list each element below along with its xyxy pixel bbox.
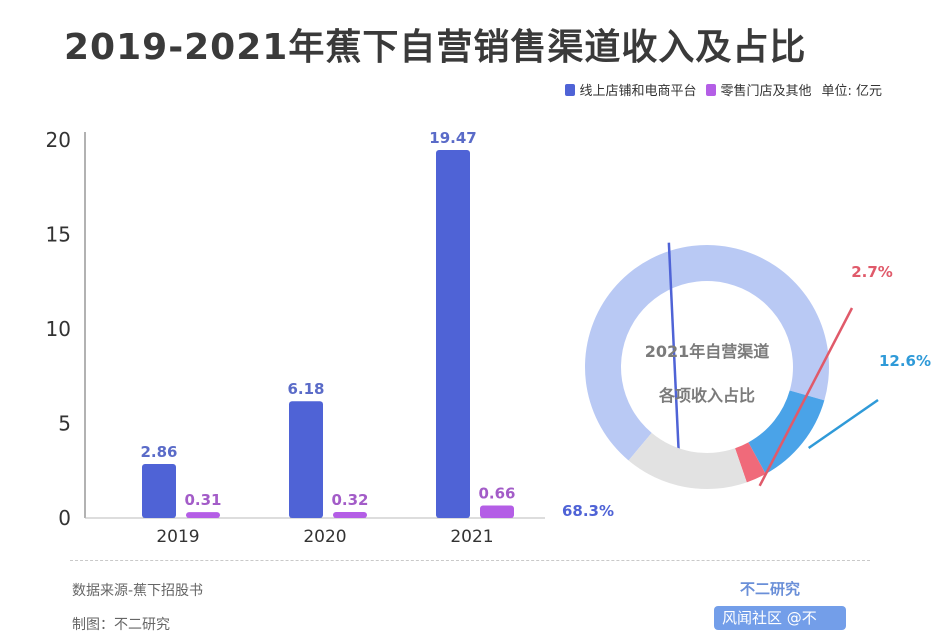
legend-item-online: 线上店铺和电商平台 [565, 80, 696, 99]
donut-slice [585, 244, 829, 461]
bar-online [289, 401, 323, 518]
y-tick-label: 15 [46, 223, 71, 247]
data-label: 0.32 [331, 491, 368, 509]
donut-center-text: 2021年自营渠道 [645, 342, 770, 361]
chart-title: 2019-2021年蕉下自营销售渠道收入及占比 [64, 27, 807, 68]
data-label: 0.31 [184, 491, 221, 509]
legend-label-retail: 零售门店及其他 [720, 84, 812, 99]
x-tick-label: 2019 [156, 527, 199, 547]
y-tick-label: 20 [46, 128, 71, 152]
bar-retail [186, 512, 220, 518]
footer-divider [70, 560, 870, 561]
donut-center-text: 各项收入占比 [658, 386, 755, 405]
legend-swatch-online [565, 83, 576, 96]
slice-label: 2.7% [851, 263, 893, 281]
leader-line [807, 398, 879, 450]
x-tick-label: 2021 [450, 527, 493, 547]
legend-label-online: 线上店铺和电商平台 [579, 84, 697, 99]
y-tick-label: 10 [46, 317, 71, 341]
data-label: 0.66 [478, 485, 515, 503]
bar-chart: 0 5 10 15 20 2019 2.86 0.31 2020 6.18 0.32 2021 19.4… [46, 128, 545, 547]
data-label: 2.86 [140, 443, 177, 461]
bar-online [142, 463, 176, 518]
legend: 线上店铺和电商平台 零售门店及其他 单位: 亿元 [565, 80, 882, 99]
slice-label: 68.3% [562, 502, 614, 520]
donut-slice [735, 442, 766, 483]
donut-slice [628, 432, 747, 489]
brand-logo-text: 不二研究 [740, 580, 801, 598]
leader-line [667, 242, 682, 481]
x-tick-label: 2020 [303, 527, 346, 547]
data-label: 19.47 [429, 129, 476, 147]
unit-label: 单位: 亿元 [821, 84, 882, 99]
slice-label: 12.6% [879, 352, 931, 370]
legend-item-retail: 零售门店及其他 [706, 80, 811, 99]
leader-line [758, 307, 854, 487]
data-label: 6.18 [287, 380, 324, 398]
bar-online [436, 150, 470, 518]
legend-swatch-retail [706, 83, 717, 96]
bar-retail [333, 511, 367, 518]
bar-retail [480, 505, 514, 518]
data-source: 数据来源-蕉下招股书 [72, 583, 204, 599]
watermark-badge: 风闻社区 @不 [714, 606, 846, 630]
y-tick-label: 0 [58, 506, 71, 530]
chart-maker: 制图：不二研究 [72, 617, 170, 633]
y-tick-label: 5 [58, 412, 71, 436]
